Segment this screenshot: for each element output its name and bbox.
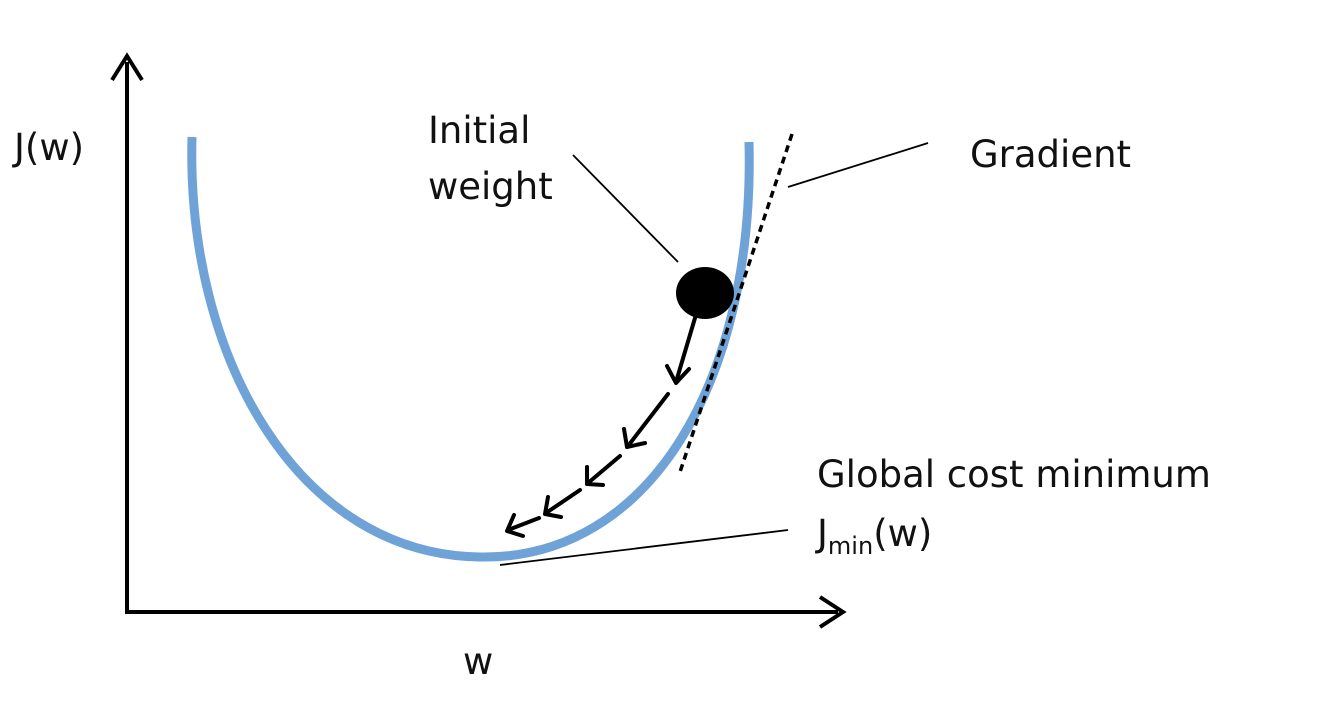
initial-weight-label-line1: Initial — [428, 109, 530, 152]
descent-step-5-head — [505, 513, 525, 538]
x-axis-label: w — [463, 640, 493, 683]
initial-weight-leader — [572, 154, 679, 263]
global-min-symbol: Jmin(w) — [815, 512, 932, 560]
axes — [110, 52, 847, 629]
y-axis-label: J(w) — [12, 126, 84, 169]
descent-step-2 — [626, 392, 670, 448]
descent-step-3-head — [585, 465, 605, 487]
initial-weight-label-line2: weight — [428, 165, 553, 208]
descent-step-1 — [674, 316, 697, 384]
descent-step-3 — [586, 454, 622, 485]
global-min-symbol-tail: (w) — [873, 512, 932, 555]
descent-step-1-head — [665, 364, 691, 385]
global-min-symbol-sub: min — [828, 532, 873, 560]
descent-step-2-head — [622, 427, 647, 449]
descent-step-4 — [544, 488, 582, 515]
descent-steps — [505, 316, 697, 538]
gradient-label: Gradient — [970, 133, 1131, 176]
y-axis-arrowhead — [110, 52, 144, 82]
x-axis-arrowhead — [818, 595, 847, 629]
global-min-title: Global cost minimum — [817, 453, 1211, 496]
descent-step-4-head — [543, 495, 563, 519]
descent-step-5 — [506, 516, 541, 532]
gradient-leader — [787, 142, 929, 188]
global-min-symbol-main: J — [815, 512, 828, 555]
global-min-leader — [499, 529, 789, 566]
initial-weight-ball — [676, 267, 734, 319]
